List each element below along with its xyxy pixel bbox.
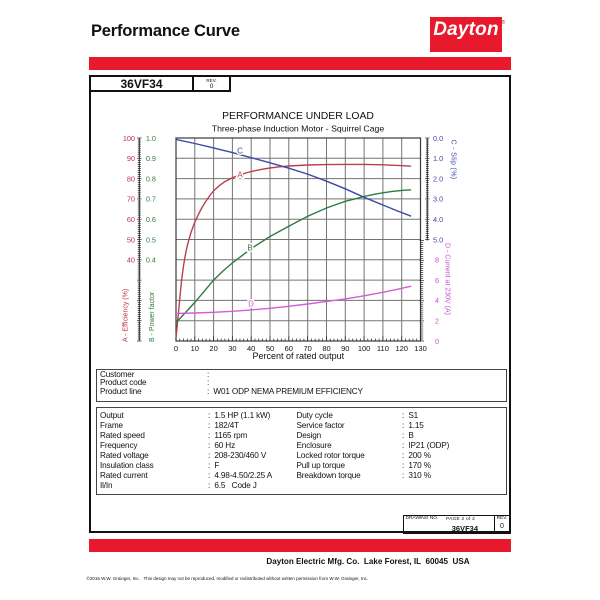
svg-text:0.7: 0.7 [146,195,156,204]
svg-text:0.4: 0.4 [146,256,156,265]
svg-text:0: 0 [174,344,178,353]
svg-text:10: 10 [191,344,199,353]
svg-text:B: B [247,244,252,253]
svg-text:40: 40 [247,344,255,353]
svg-text:3.0: 3.0 [433,195,443,204]
svg-text:40: 40 [127,256,135,265]
svg-text:20: 20 [209,344,217,353]
svg-text:30: 30 [228,344,236,353]
svg-text:8: 8 [435,256,439,265]
svg-text:0.6: 0.6 [146,215,156,224]
svg-text:120: 120 [395,344,408,353]
svg-text:6: 6 [435,276,439,285]
svg-text:60: 60 [127,215,135,224]
svg-text:70: 70 [304,344,312,353]
svg-text:90: 90 [341,344,349,353]
svg-text:0.0: 0.0 [433,134,443,143]
svg-text:0.8: 0.8 [146,174,156,183]
svg-text:70: 70 [127,195,135,204]
svg-text:130: 130 [414,344,427,353]
svg-text:C: C [237,147,243,156]
svg-text:100: 100 [358,344,371,353]
svg-text:Percent of rated output: Percent of rated output [253,351,345,361]
svg-text:90: 90 [127,154,135,163]
svg-text:1.0: 1.0 [433,154,443,163]
svg-text:D - Current at 230V (A): D - Current at 230V (A) [444,243,451,315]
svg-text:50: 50 [266,344,274,353]
svg-text:2.0: 2.0 [433,174,443,183]
svg-text:100: 100 [123,134,135,143]
svg-text:1.0: 1.0 [146,134,156,143]
svg-text:D: D [248,300,254,309]
svg-text:C - Slip (%): C - Slip (%) [450,140,457,180]
svg-text:0.5: 0.5 [146,235,156,244]
svg-text:5.0: 5.0 [433,235,443,244]
svg-text:50: 50 [127,235,135,244]
svg-text:80: 80 [322,344,330,353]
svg-text:A - Efficiency (%): A - Efficiency (%) [123,289,130,342]
svg-text:4.0: 4.0 [433,215,443,224]
svg-text:80: 80 [127,174,135,183]
svg-text:60: 60 [285,344,293,353]
svg-text:110: 110 [377,344,389,353]
svg-text:Three-phase Induction Motor -: Three-phase Induction Motor - Squirrel C… [212,124,385,134]
svg-text:PERFORMANCE UNDER LOAD: PERFORMANCE UNDER LOAD [222,111,374,122]
svg-text:B - Power factor: B - Power factor [149,291,156,342]
svg-text:2: 2 [435,317,439,326]
svg-text:A: A [237,171,243,180]
svg-text:0.9: 0.9 [146,154,156,163]
svg-text:0: 0 [435,337,439,346]
svg-text:4: 4 [435,296,439,305]
